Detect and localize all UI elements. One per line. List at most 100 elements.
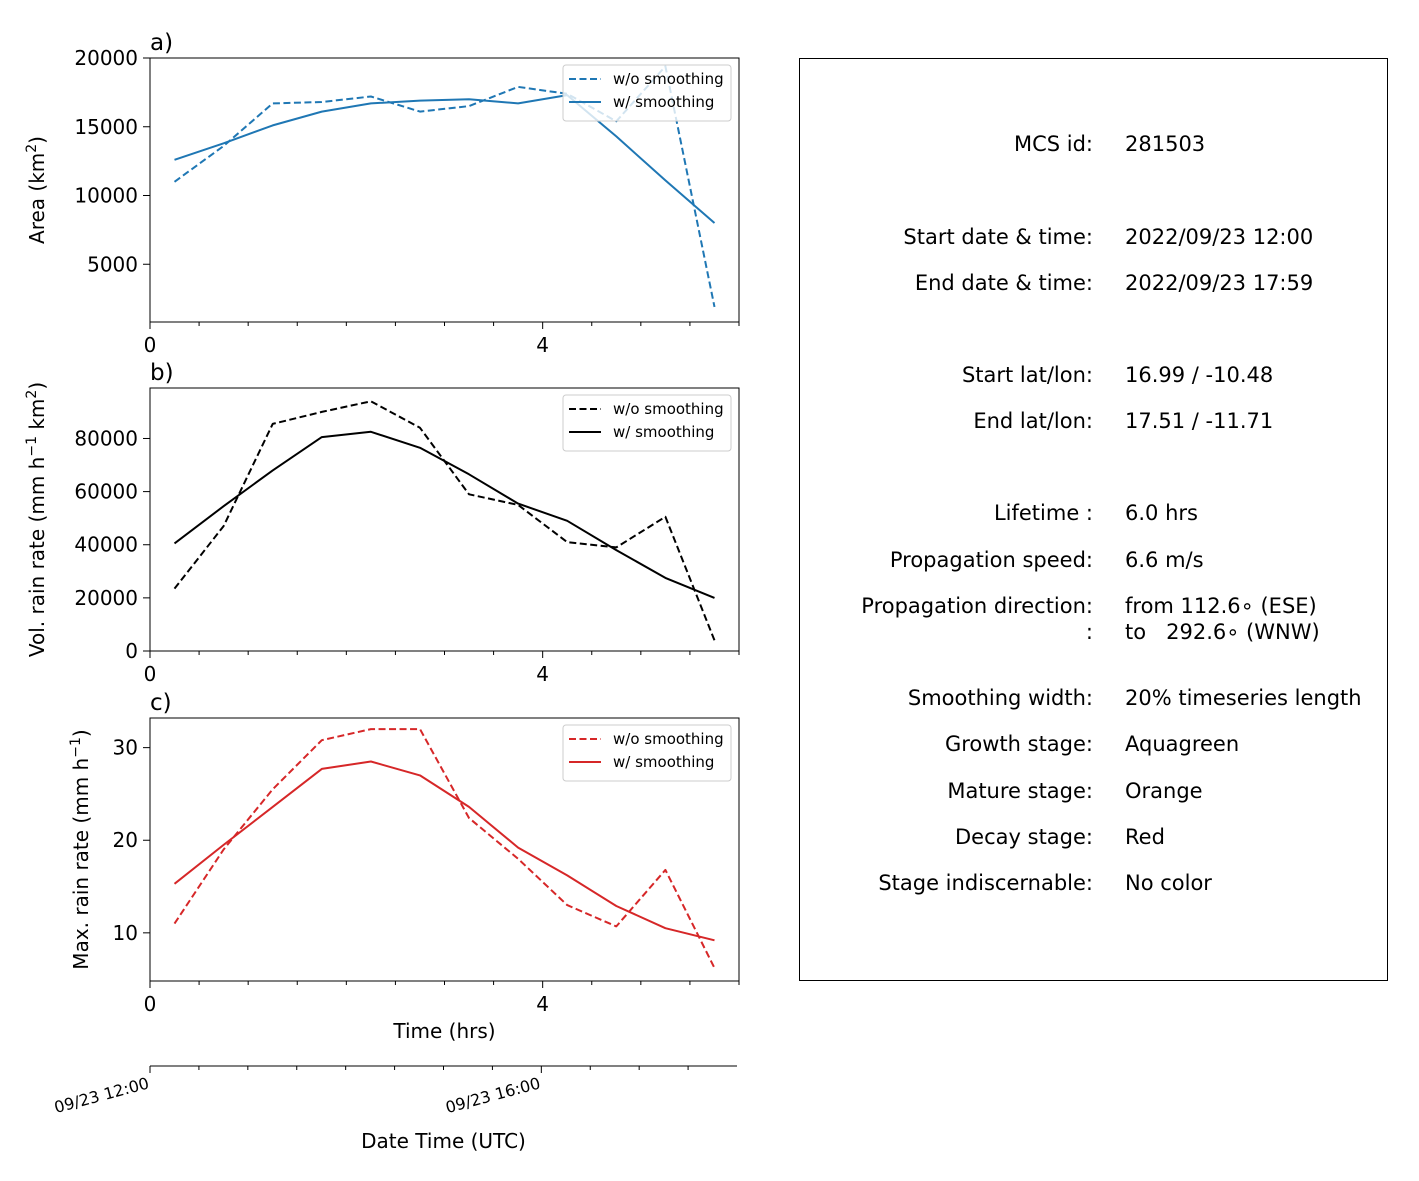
date-axis-label: Date Time (UTC): [361, 1129, 526, 1153]
info-row-growth-stage: Growth stage: Aquagreen: [800, 731, 1387, 757]
info-label: Propagation speed:: [889, 548, 1093, 572]
info-row-mcs-id: MCS id: 281503: [800, 131, 1387, 157]
info-value: 281503: [1125, 132, 1206, 156]
legend-box: [562, 724, 732, 782]
legend-entry: w/ smoothing: [613, 423, 714, 441]
panel-label: b): [150, 360, 174, 386]
y-axis-label: Area (km2): [24, 136, 49, 244]
info-value: 2022/09/23 12:00: [1125, 225, 1314, 249]
info-value: Red: [1125, 825, 1165, 849]
y-tick-label: 5000: [87, 252, 138, 276]
info-value: 20% timeseries length: [1125, 686, 1362, 710]
panel-label: a): [150, 30, 173, 56]
info-label: Propagation direction:: [861, 594, 1093, 618]
info-label: End date & time:: [914, 271, 1093, 295]
y-axis-label-part: ): [25, 382, 49, 390]
info-value: 6.0 hrs: [1125, 501, 1198, 525]
panel-vol-rain: b) 0 4 0 20000 40000 60000 80000 Vol. rain rate …: [24, 360, 740, 686]
x-tick-label: 0: [144, 662, 157, 686]
legend: w/o smoothing w/ smoothing: [562, 64, 732, 122]
x-tick-label: 0: [144, 992, 157, 1016]
info-value: 6.6 m/s: [1125, 548, 1204, 572]
y-tick-label: 20000: [74, 46, 138, 70]
info-label: MCS id:: [1013, 132, 1093, 156]
series-line-with-smoothing: [174, 94, 716, 224]
x-tick-label: 4: [536, 333, 549, 357]
y-tick-label: 15000: [74, 115, 138, 139]
x-tick-label: 0: [144, 333, 157, 357]
info-label: Mature stage:: [947, 779, 1093, 803]
y-tick-label: 80000: [74, 426, 138, 450]
legend: w/o smoothing w/ smoothing: [562, 724, 732, 782]
y-tick-label: 10000: [74, 184, 138, 208]
info-row-end-latlon: End lat/lon: 17.51 / -11.71: [800, 408, 1387, 434]
info-label: Lifetime :: [993, 501, 1093, 525]
x-tick-label: 4: [536, 662, 549, 686]
y-tick-label: 20: [113, 828, 138, 852]
info-value: to 292.6∘ (WNW): [1125, 620, 1320, 644]
legend-box: [562, 394, 732, 452]
date-axis: 09/23 12:00 09/23 16:00 Date Time (UTC): [52, 1065, 737, 1153]
y-axis-label-part: Area (km: [25, 153, 49, 244]
panel-label: c): [150, 690, 172, 716]
y-tick-label: 40000: [74, 533, 138, 557]
y-axis-label-part: ): [25, 136, 49, 144]
info-row-mature-stage: Mature stage: Orange: [800, 778, 1387, 804]
info-value: Aquagreen: [1125, 732, 1240, 756]
legend-entry: w/ smoothing: [613, 753, 714, 771]
panel-area: a) 0 4 5000 10000 15000 20000 Area (km2) w/o smo…: [24, 30, 740, 357]
x-tick-label: 4: [536, 992, 549, 1016]
info-value: 2022/09/23 17:59: [1125, 271, 1314, 295]
y-axis-label-part: −1: [68, 737, 84, 758]
y-tick-label: 20000: [74, 586, 138, 610]
info-row-end-time: End date & time: 2022/09/23 17:59: [800, 270, 1387, 296]
info-row-stage-indiscernable: Stage indiscernable: No color: [800, 870, 1387, 896]
info-row-propagation-direction: Propagation direction: from 112.6∘ (ESE): [800, 593, 1387, 619]
y-tick-label: 0: [125, 639, 138, 663]
x-axis-label: Time (hrs): [392, 1019, 495, 1043]
info-value: from 112.6∘ (ESE): [1125, 594, 1317, 618]
info-value: 16.99 / -10.48: [1125, 363, 1274, 387]
info-row-start-time: Start date & time: 2022/09/23 12:00: [800, 224, 1387, 250]
y-tick-label: 30: [113, 736, 138, 760]
info-label: Smoothing width:: [907, 686, 1093, 710]
y-axis-label-part: Vol. rain rate (mm h: [25, 457, 49, 658]
info-label: Decay stage:: [955, 825, 1093, 849]
y-tick-label: 60000: [74, 480, 138, 504]
legend-entry: w/o smoothing: [613, 730, 724, 748]
y-axis-label-part: Max. rain rate (mm h: [69, 758, 93, 970]
info-label: Start lat/lon:: [961, 363, 1093, 387]
legend-box: [562, 64, 732, 122]
info-row-lifetime: Lifetime : 6.0 hrs: [800, 500, 1387, 526]
y-axis-label-part: 2: [24, 390, 40, 399]
y-axis-label: Vol. rain rate (mm h−1 km2): [24, 382, 49, 657]
info-label: Stage indiscernable:: [878, 871, 1093, 895]
info-row-propagation-direction-to: : to 292.6∘ (WNW): [800, 619, 1387, 645]
y-tick-label: 10: [113, 921, 138, 945]
legend-entry: w/o smoothing: [613, 70, 724, 88]
date-tick-label: 09/23 16:00: [443, 1074, 542, 1118]
info-row-smoothing-width: Smoothing width: 20% timeseries length: [800, 685, 1387, 711]
info-value: Orange: [1125, 779, 1203, 803]
info-label: End lat/lon:: [973, 409, 1093, 433]
series-line-without-smoothing: [173, 728, 716, 969]
series-line-with-smoothing: [173, 760, 715, 942]
panel-max-rain: c) 0 4 10 20 30 Max. rain rate (mm h−1) Time (h…: [68, 690, 740, 1043]
info-label: Growth stage:: [944, 732, 1093, 756]
y-axis-label-part: 2: [24, 144, 40, 153]
legend: w/o smoothing w/ smoothing: [562, 394, 732, 452]
info-row-propagation-speed: Propagation speed: 6.6 m/s: [800, 547, 1387, 573]
info-value: 17.51 / -11.71: [1125, 409, 1274, 433]
legend-entry: w/ smoothing: [613, 93, 714, 111]
info-row-decay-stage: Decay stage: Red: [800, 824, 1387, 850]
info-label: Start date & time:: [903, 225, 1093, 249]
y-axis-label: Max. rain rate (mm h−1): [68, 729, 93, 969]
y-axis-label-part: km: [25, 399, 49, 436]
info-label: :: [1085, 620, 1093, 644]
info-value: No color: [1125, 871, 1212, 895]
series-line-with-smoothing: [173, 430, 715, 599]
date-tick-label: 09/23 12:00: [52, 1074, 151, 1118]
info-row-start-latlon: Start lat/lon: 16.99 / -10.48: [800, 362, 1387, 388]
info-panel: MCS id: 281503 Start date & time: 2022/0…: [799, 58, 1388, 981]
